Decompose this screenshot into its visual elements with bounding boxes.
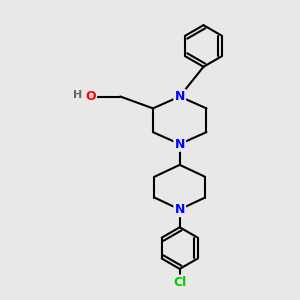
Text: N: N [175, 138, 185, 151]
Text: H: H [73, 90, 82, 100]
Text: N: N [175, 90, 185, 103]
Text: Cl: Cl [173, 276, 186, 289]
Text: O: O [85, 90, 96, 103]
Text: N: N [175, 203, 185, 216]
